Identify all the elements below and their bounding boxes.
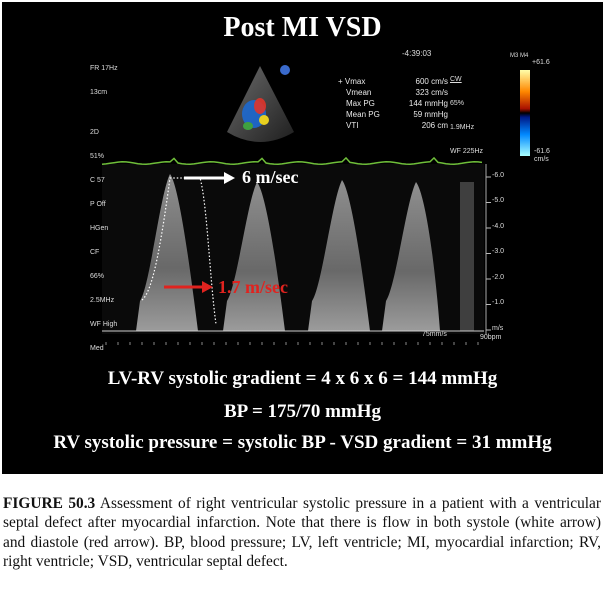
white-arrow-label: 6 m/sec: [242, 167, 299, 187]
measurement-label: + Vmax: [338, 77, 366, 86]
colorbar-top-label: M3 M4: [510, 53, 529, 59]
measurement-label: Vmean: [346, 88, 372, 97]
ecg-trace: [101, 156, 483, 165]
setting-line: C 57: [90, 177, 105, 184]
mode-wf: WF 225Hz: [450, 148, 484, 155]
scale-unit: m/s: [492, 325, 504, 332]
echo-figure: Post MI VSD FR 17Hz 13cm 2D 51% C 57 P O…: [2, 2, 603, 474]
scale-label: -2.0: [492, 274, 505, 281]
measurement-value: 144 mmHg: [408, 99, 448, 108]
measurement-label: Mean PG: [346, 110, 380, 119]
measurement-value: 600 cm/s: [415, 77, 448, 86]
doppler-envelope: [308, 180, 370, 331]
colorbar-top-value: +61.6: [532, 59, 550, 66]
time-stamp: -4:39:03: [402, 49, 432, 58]
figure-title: Post MI VSD: [223, 12, 382, 43]
measurement-row: VTI 206 cm: [338, 120, 448, 131]
sweep-speed: 75mm/s: [422, 331, 447, 338]
measurement-row: + Vmax 600 cm/s: [338, 76, 448, 87]
scale-label: -4.0: [492, 223, 505, 230]
setting-line: Med: [90, 345, 104, 352]
mode-freq: 1.9MHz: [450, 124, 475, 131]
heart-rate: 90bpm: [480, 334, 502, 341]
velocity-colorbar: [520, 70, 530, 156]
setting-line: FR 17Hz: [90, 65, 118, 72]
sector-thumbnail: [227, 65, 294, 142]
scale-label: -3.0: [492, 248, 505, 255]
measurement-value: 206 cm: [421, 121, 448, 130]
spectral-envelopes: [136, 174, 474, 331]
red-arrow: [164, 281, 213, 293]
mode-gain: 65%: [450, 100, 465, 107]
measurement-value: 59 mmHg: [413, 110, 448, 119]
doppler-envelope: [223, 182, 285, 331]
setting-line: 2.5MHz: [90, 297, 115, 304]
envelope-tracing: [141, 177, 217, 325]
setting-line: P Off: [90, 201, 106, 208]
scale-label: -6.0: [492, 172, 505, 179]
mode-cw: CW: [450, 76, 462, 83]
setting-line: 51%: [90, 153, 105, 160]
bp-equation: BP = 175/70 mmHg: [223, 401, 382, 422]
setting-line: 2D: [90, 129, 99, 136]
colorbar-bottom-value: -61.6: [534, 148, 550, 155]
colorbar-unit: cm/s: [534, 156, 549, 163]
mode-panel: CW 65% 1.9MHz WF 225Hz: [450, 60, 483, 172]
doppler-image: [101, 65, 530, 345]
doppler-envelope: [382, 182, 440, 331]
measurements-panel: + Vmax 600 cm/s Vmean 323 cm/s Max PG 14…: [338, 76, 448, 131]
measurement-label: VTI: [346, 121, 359, 130]
measurement-row: Mean PG 59 mmHg: [338, 109, 448, 120]
white-arrow: [184, 172, 235, 184]
time-ticks: [105, 342, 479, 345]
caption-text: Assessment of right ventricular systolic…: [3, 495, 602, 570]
doppler-envelope: [136, 174, 198, 331]
setting-line: WF High: [90, 321, 118, 328]
measurement-row: Vmean 323 cm/s: [338, 87, 448, 98]
setting-line: 66%: [90, 273, 105, 280]
setting-line: 13cm: [90, 89, 108, 96]
scale-label: -1.0: [492, 299, 505, 306]
scale-label: -5.0: [492, 197, 505, 204]
gradient-equation: LV-RV systolic gradient = 4 x 6 x 6 = 14…: [107, 368, 498, 389]
rv-pressure-equation: RV systolic pressure = systolic BP - VSD…: [53, 432, 552, 453]
measurement-row: Max PG 144 mmHg: [338, 98, 448, 109]
figure-caption: FIGURE 50.3 Assessment of right ventricu…: [3, 494, 601, 571]
settings-panel: FR 17Hz 13cm 2D 51% C 57 P Off HGen CF 6…: [90, 49, 118, 369]
red-arrow-label: 1.7 m/sec: [218, 277, 288, 297]
measurement-label: Max PG: [346, 99, 375, 108]
setting-line: HGen: [90, 225, 109, 232]
measurement-value: 323 cm/s: [415, 88, 448, 97]
caption-label: FIGURE 50.3: [3, 495, 96, 512]
velocity-ticks: [486, 176, 491, 331]
setting-line: CF: [90, 249, 100, 256]
doppler-envelope: [460, 182, 474, 331]
